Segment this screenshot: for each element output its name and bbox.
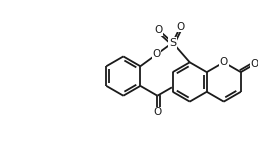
Text: O: O <box>251 59 258 69</box>
Text: O: O <box>153 108 162 117</box>
Text: O: O <box>154 25 163 35</box>
Text: S: S <box>169 38 176 48</box>
Text: O: O <box>176 22 185 32</box>
Text: O: O <box>152 49 161 60</box>
Text: O: O <box>220 57 228 67</box>
